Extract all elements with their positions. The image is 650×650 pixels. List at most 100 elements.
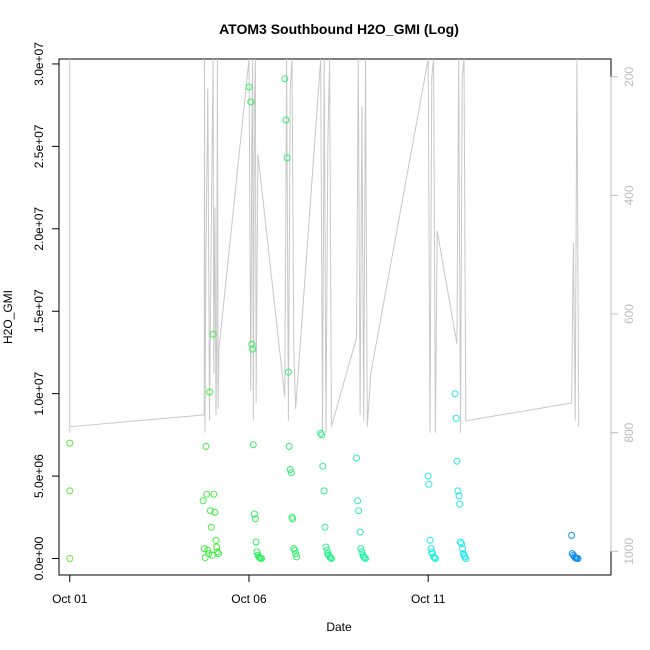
data-point: [461, 553, 469, 561]
data-point: [293, 553, 301, 561]
data-point: [426, 536, 434, 544]
right-tick-label: 600: [622, 304, 636, 324]
data-point: [245, 83, 253, 91]
data-point: [318, 431, 326, 439]
data-point: [355, 507, 363, 515]
data-point: [207, 523, 215, 531]
data-point: [248, 340, 256, 348]
y-tick-label: 1.0e+07: [32, 371, 46, 415]
y-tick-label: 3.0e+07: [32, 42, 46, 86]
data-point: [459, 545, 467, 553]
x-tick-label: Oct 01: [52, 592, 88, 606]
data-point: [462, 555, 470, 562]
data-point: [281, 75, 289, 83]
data-point: [453, 457, 461, 465]
data-point: [354, 497, 362, 505]
data-point: [209, 330, 217, 338]
plot-frame: [58, 58, 612, 576]
data-point: [205, 550, 213, 558]
data-point: [321, 523, 329, 531]
data-point: [287, 469, 295, 477]
data-point: [289, 515, 297, 523]
data-point: [203, 490, 211, 498]
data-point: [319, 462, 327, 470]
y-axis-label: H2O_GMI: [1, 290, 15, 344]
data-point: [206, 388, 213, 396]
right-tick-label: 1000: [622, 538, 636, 565]
data-point: [199, 497, 207, 505]
data-point: [66, 439, 74, 447]
data-point: [323, 546, 331, 554]
data-point: [283, 154, 291, 162]
data-point: [431, 555, 439, 562]
data-point: [291, 546, 299, 554]
data-point: [250, 510, 258, 518]
data-point: [284, 368, 292, 376]
y-tick-label: 2.5e+07: [32, 124, 46, 168]
data-point: [362, 555, 369, 562]
x-axis: Oct 01 Oct 06 Oct 11: [52, 574, 446, 606]
data-point: [456, 500, 464, 508]
right-tick-label: 400: [622, 185, 636, 205]
data-point: [317, 429, 325, 437]
data-point: [457, 538, 464, 546]
data-point: [357, 545, 365, 553]
data-point: [66, 487, 74, 495]
data-point: [258, 555, 265, 562]
data-point: [427, 545, 435, 553]
data-point: [286, 466, 294, 473]
data-point: [353, 454, 360, 462]
data-point: [215, 550, 222, 558]
data-point: [249, 441, 257, 449]
data-point: [202, 442, 210, 450]
data-point: [249, 345, 257, 353]
x-axis-label: Date: [326, 620, 352, 634]
data-point: [322, 543, 330, 551]
data-point: [455, 492, 463, 500]
y-tick-label: 0.0e+00: [32, 536, 46, 580]
data-point: [452, 414, 460, 422]
data-point: [425, 480, 433, 488]
data-point: [356, 528, 364, 536]
data-point: [247, 98, 255, 106]
y-axis: 0.0e+00 5.0e+06 1.0e+07 1.5e+07 2.0e+07 2.5e+…: [32, 42, 60, 580]
data-point: [200, 545, 208, 553]
pressure-line-layer: [69, 58, 580, 433]
data-point: [206, 507, 214, 515]
data-point: [430, 553, 438, 561]
data-point: [360, 554, 368, 562]
data-point: [282, 116, 290, 124]
data-point: [211, 508, 219, 516]
data-point: [285, 442, 293, 450]
right-tick-label: 800: [622, 422, 636, 442]
data-point: [204, 546, 212, 554]
data-point: [213, 548, 221, 556]
data-point: [454, 487, 462, 495]
data-point: [212, 536, 220, 544]
y-tick-label: 2.0e+07: [32, 207, 46, 251]
data-point: [327, 555, 335, 562]
data-point: [360, 553, 368, 561]
right-tick-label: 200: [622, 66, 636, 86]
data-point: [213, 543, 221, 551]
data-point: [458, 540, 465, 548]
data-point: [451, 390, 459, 398]
data-point: [568, 531, 576, 539]
right-y-axis: 200 400 600 800 1000: [610, 66, 636, 565]
data-point: [327, 554, 335, 562]
y-tick-label: 1.5e+07: [32, 289, 46, 333]
data-point: [574, 555, 582, 562]
data-point: [252, 538, 260, 546]
chart-title: ATOM3 Southbound H2O_GMI (Log): [219, 21, 459, 37]
data-point: [66, 555, 74, 562]
x-tick-label: Oct 06: [231, 592, 267, 606]
data-point: [431, 554, 439, 562]
pressure-line: [69, 58, 580, 433]
data-point: [320, 487, 328, 495]
data-point: [424, 472, 432, 480]
y-tick-label: 5.0e+06: [32, 454, 46, 498]
data-point: [201, 554, 209, 562]
data-point: [251, 515, 259, 523]
data-point: [210, 490, 218, 498]
